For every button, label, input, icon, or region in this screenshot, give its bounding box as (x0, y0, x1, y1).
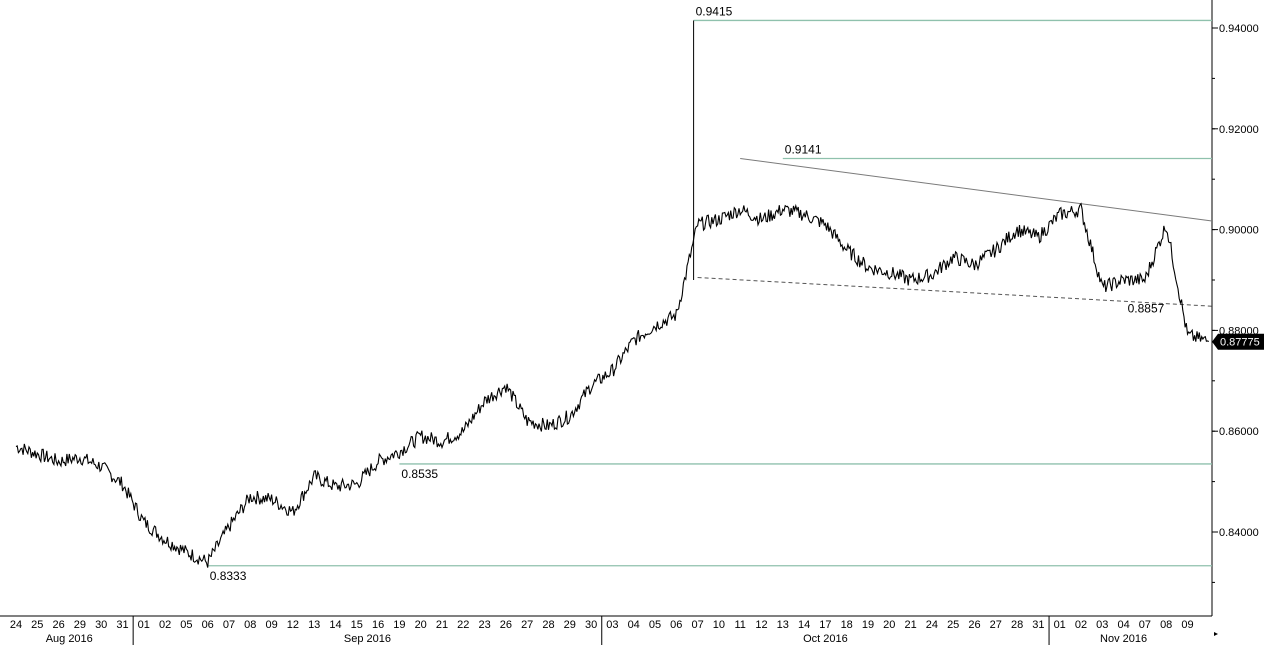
x-tick-label: 06 (670, 619, 682, 631)
x-tick-label: 20 (883, 619, 895, 631)
y-tick-label: 0.86000 (1219, 426, 1259, 438)
x-tick-label: 22 (457, 619, 469, 631)
x-tick-label: 12 (287, 619, 299, 631)
x-tick-label: 13 (308, 619, 320, 631)
last-price-label: 0.87775 (1220, 337, 1260, 349)
level-label: 0.9415 (696, 4, 733, 18)
y-tick-label: 0.84000 (1219, 527, 1259, 539)
level-label: 0.8535 (401, 467, 438, 481)
x-tick-label: 30 (585, 619, 597, 631)
x-tick-label: 15 (351, 619, 363, 631)
x-tick-label: 01 (1054, 619, 1066, 631)
x-tick-label: 04 (628, 619, 640, 631)
x-tick-label: 12 (755, 619, 767, 631)
x-tick-label: 26 (52, 619, 64, 631)
x-tick-label: 10 (713, 619, 725, 631)
x-tick-label: 28 (542, 619, 554, 631)
x-tick-label: 08 (244, 619, 256, 631)
x-tick-label: 25 (31, 619, 43, 631)
month-label: Oct 2016 (803, 633, 848, 645)
x-tick-label: 31 (1032, 619, 1044, 631)
x-tick-label: 30 (95, 619, 107, 631)
x-tick-label: 05 (180, 619, 192, 631)
x-tick-label: 21 (904, 619, 916, 631)
x-tick-label: 26 (968, 619, 980, 631)
x-tick-label: 08 (1160, 619, 1172, 631)
level-label: 0.9141 (785, 143, 822, 157)
x-tick-label: 05 (649, 619, 661, 631)
month-label: Sep 2016 (344, 633, 391, 645)
x-tick-label: 27 (990, 619, 1002, 631)
x-tick-label: 19 (393, 619, 405, 631)
x-tick-label: 06 (202, 619, 214, 631)
resistance-trendline (740, 158, 1213, 222)
x-tick-label: 09 (265, 619, 277, 631)
x-tick-label: 16 (372, 619, 384, 631)
support-trendline (697, 276, 1213, 307)
x-tick-label: 18 (841, 619, 853, 631)
x-tick-label: 28 (1011, 619, 1023, 631)
x-tick-label: 11 (734, 619, 745, 631)
x-tick-label: 14 (329, 619, 341, 631)
x-tick-label: 23 (478, 619, 490, 631)
x-tick-label: 20 (415, 619, 427, 631)
x-tick-label: 24 (10, 619, 22, 631)
x-tick-label: 21 (436, 619, 448, 631)
x-tick-label: 04 (1117, 619, 1129, 631)
x-tick-label: 17 (819, 619, 831, 631)
x-tick-label: 03 (606, 619, 618, 631)
x-tick-label: 07 (223, 619, 235, 631)
x-tick-label: 25 (947, 619, 959, 631)
x-tick-label: 19 (862, 619, 874, 631)
x-tick-label: 31 (116, 619, 128, 631)
level-label: 0.8333 (210, 569, 247, 583)
month-label: Nov 2016 (1100, 633, 1147, 645)
x-tick-label: 02 (1075, 619, 1087, 631)
x-tick-label: 03 (1096, 619, 1108, 631)
x-tick-label: 07 (1139, 619, 1151, 631)
x-tick-label: 01 (138, 619, 150, 631)
x-tick-label: 29 (564, 619, 576, 631)
x-tick-label: 07 (691, 619, 703, 631)
x-tick-label: 02 (159, 619, 171, 631)
x-tick-label: 27 (521, 619, 533, 631)
month-label: Aug 2016 (46, 633, 93, 645)
y-tick-label: 0.90000 (1219, 225, 1259, 237)
price-series-line (15, 202, 1210, 568)
x-tick-label: 29 (74, 619, 86, 631)
annotation-label: 0.8857 (1128, 302, 1165, 316)
x-tick-label: 24 (926, 619, 938, 631)
x-tick-label: 26 (500, 619, 512, 631)
last-price-badge (1212, 333, 1264, 350)
x-tick-label: 09 (1181, 619, 1193, 631)
x-tick-label: 13 (777, 619, 789, 631)
x-axis-arrow-icon (1214, 632, 1218, 636)
y-tick-label: 0.92000 (1219, 124, 1259, 136)
y-tick-label: 0.94000 (1219, 23, 1259, 35)
x-tick-label: 14 (798, 619, 810, 631)
